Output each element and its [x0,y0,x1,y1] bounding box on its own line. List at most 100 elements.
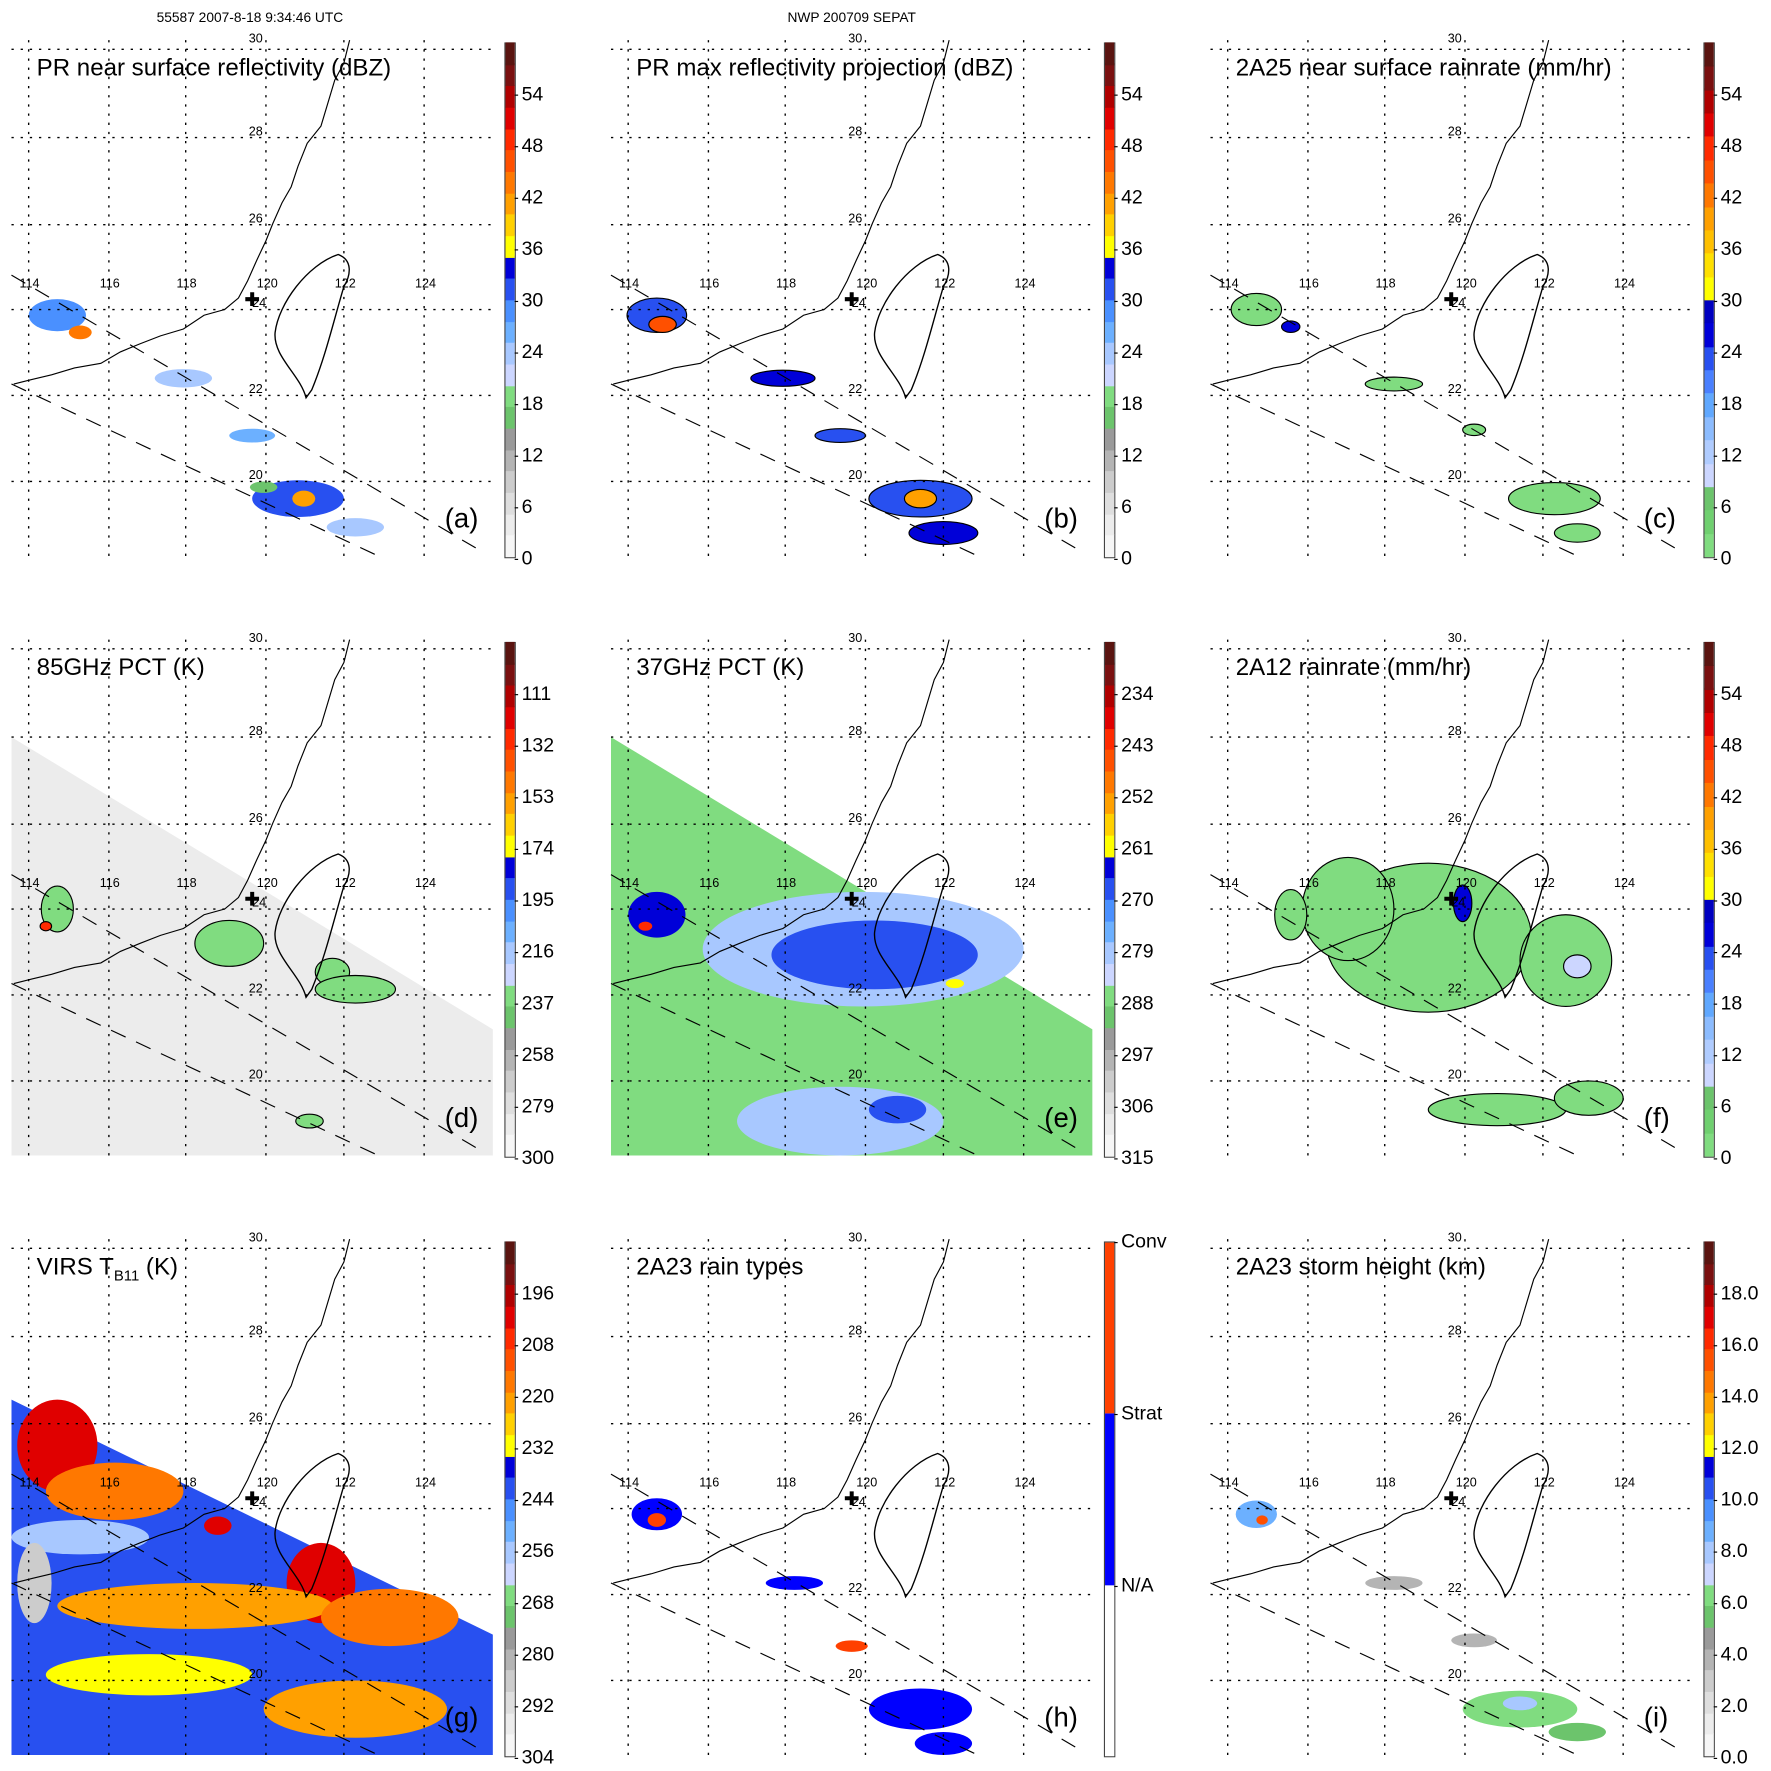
latitude-label: 26 [249,811,263,825]
longitude-label: 122 [1534,1476,1555,1490]
colorbar-segment [1704,1519,1714,1543]
colorbar-segment [1105,1112,1115,1136]
colorbar-segment [505,1262,515,1286]
precip-feature [229,428,276,443]
colorbar-segment [1704,1733,1714,1757]
latitude-label: 22 [848,1581,862,1595]
colorbar-segment [1704,1305,1714,1329]
colorbar-segment [505,1133,515,1157]
colorbar-segment [505,234,515,258]
colorbar-segment [1704,851,1714,877]
colorbar-segment [1704,368,1714,394]
panel-letter: (f) [1643,1102,1670,1134]
colorbar-segment [1704,664,1714,690]
colorbar-tick-label: 54 [1713,682,1743,705]
colorbar-segment [1704,804,1714,830]
colorbar-segment [1704,874,1714,900]
precip-feature [908,520,979,546]
colorbar-tick-label: 6 [1713,495,1732,518]
colorbar-segment [1105,149,1115,172]
colorbar-segment [1704,205,1714,231]
pr-swath-edge [610,1582,979,1756]
colorbar-tick-label: 208 [514,1333,555,1356]
colorbar-segment [1105,641,1115,665]
precip-feature [39,921,53,932]
colorbar-segment [505,298,515,322]
colorbar-tick-label: 24 [1713,341,1743,363]
map-panel-f: 30 28 26 24 22 20 114 116 118 120 122 124 2A12 rainr… [1210,631,1692,1156]
latitude-label: 20 [249,1068,263,1082]
colorbar-segment [1105,1005,1115,1029]
colorbar-tick-label: Strat [1114,1402,1163,1425]
longitude-label: 116 [100,876,120,890]
colorbar-segment [1105,1413,1115,1585]
latitude-label: 28 [1448,1323,1462,1337]
colorbar-segment [505,1305,515,1329]
colorbar-segment [1105,491,1115,515]
typhoon-center-cross-icon [1444,1491,1459,1506]
latitude-label: 28 [848,124,862,138]
colorbar-tick-label: 300 [514,1146,555,1169]
longitude-label: 116 [1299,277,1319,291]
colorbar-segment [1105,384,1115,408]
latitude-label: 26 [1448,811,1462,825]
colorbar-segment [505,962,515,986]
colorbar-tick-label: 258 [514,1043,555,1066]
colorbar-segment [1105,63,1115,87]
map-canvas: 30 28 26 24 22 20 114 116 118 120 122 124 [1210,1230,1692,1756]
colorbar-tick-label: 237 [514,992,555,1014]
colorbar-tick-label: 132 [514,734,555,756]
colorbar-segment [1105,170,1115,194]
colorbar-segment [1105,962,1115,986]
latitude-label: 24 [252,896,266,910]
colorbar-segment [1704,182,1714,207]
colorbar-segment [505,1090,515,1114]
latitude-label: 22 [249,1581,263,1595]
colorbar-segment [1704,1348,1714,1371]
pr-swath-edge [1210,274,1676,549]
colorbar-tick-label: 48 [1114,134,1143,157]
latitude-label: 22 [1448,1581,1462,1595]
latitude-label: 30 [1448,31,1462,45]
longitude-label: 118 [177,277,197,291]
data-layer [11,1399,493,1755]
precip-feature [326,518,385,537]
colorbar-tick-label: 234 [1114,682,1154,705]
longitude-label: 122 [335,876,356,890]
colorbar-d [504,641,516,1158]
colorbar-tick-label: 196 [514,1282,555,1304]
precip-feature [647,1513,667,1527]
colorbar-segment [505,427,515,451]
colorbar-tick-label: 292 [514,1694,555,1717]
longitude-label: 124 [1614,876,1635,890]
pr-swath-edge [11,274,477,549]
precip-feature [295,1113,324,1129]
colorbar-segment [505,1326,515,1350]
precip-feature [903,488,938,509]
longitude-label: 118 [1376,876,1396,890]
panel-title: PR near surface reflectivity (dBZ) [37,55,392,83]
precip-feature [868,1095,927,1124]
longitude-label: 124 [1614,277,1635,291]
panel-title: 2A23 storm height (km) [1236,1254,1486,1282]
latitude-label: 24 [852,896,866,910]
longitude-label: 120 [257,1476,278,1490]
colorbar-segment [1105,363,1115,386]
colorbar-tick-label: 24 [1713,940,1743,963]
colorbar-segment [1704,688,1714,714]
latitude-label: 26 [249,211,263,225]
typhoon-center-cross-icon [844,891,859,906]
latitude-label: 26 [848,1410,862,1424]
data-layer [28,299,385,537]
colorbar-tick-label: 36 [514,237,544,260]
colorbar-segment [1704,485,1714,511]
latitude-label: 22 [848,382,862,396]
map-canvas: 30 28 26 24 22 20 114 116 118 120 122 124 [610,31,1093,557]
colorbar-segment [505,662,515,686]
map-panel-d: 30 28 26 24 22 20 114 116 118 120 122 124 85GHz PCT … [11,631,493,1156]
colorbar-segment [505,1390,515,1414]
pr-swath-edge [1210,874,1676,1148]
colorbar-tick-label: 54 [1114,83,1143,105]
colorbar-segment [1704,462,1714,488]
colorbar-segment [505,791,515,815]
